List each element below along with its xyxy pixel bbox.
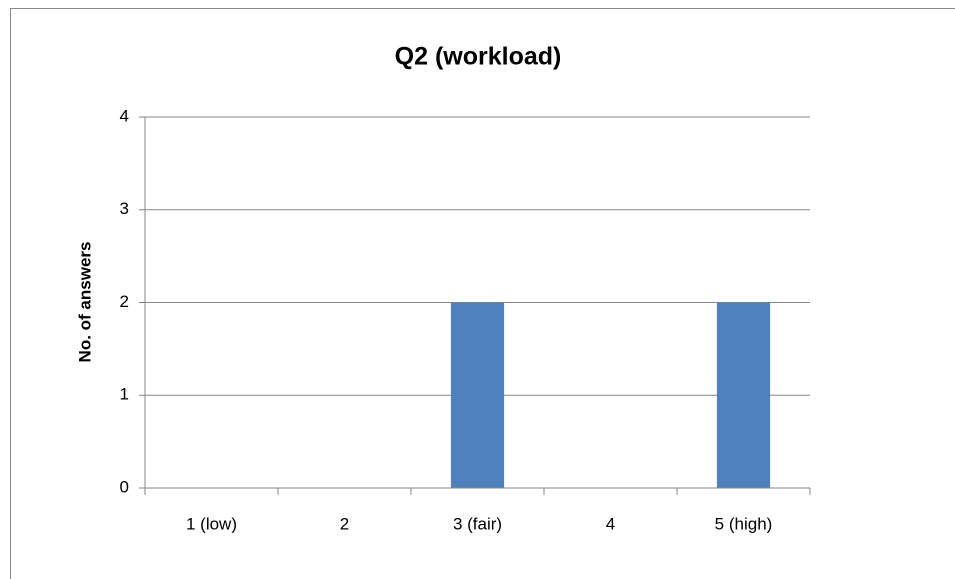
x-tick-label: 4 bbox=[606, 514, 615, 533]
bar bbox=[450, 302, 505, 488]
y-tick-label: 0 bbox=[120, 477, 129, 496]
x-tick-label: 2 bbox=[340, 514, 349, 533]
bar bbox=[716, 302, 771, 488]
x-tick-label: 5 (high) bbox=[715, 514, 773, 533]
chart-border bbox=[10, 8, 955, 579]
x-tick-label: 3 (fair) bbox=[453, 514, 502, 533]
chart-title: Q2 (workload) bbox=[395, 43, 562, 71]
y-tick-label: 4 bbox=[120, 106, 129, 125]
y-tick-label: 3 bbox=[120, 199, 129, 218]
y-tick-label: 2 bbox=[120, 292, 129, 311]
y-axis-label: No. of answers bbox=[75, 242, 94, 363]
x-tick-label: 1 (low) bbox=[186, 514, 237, 533]
y-tick-label: 1 bbox=[120, 385, 129, 404]
